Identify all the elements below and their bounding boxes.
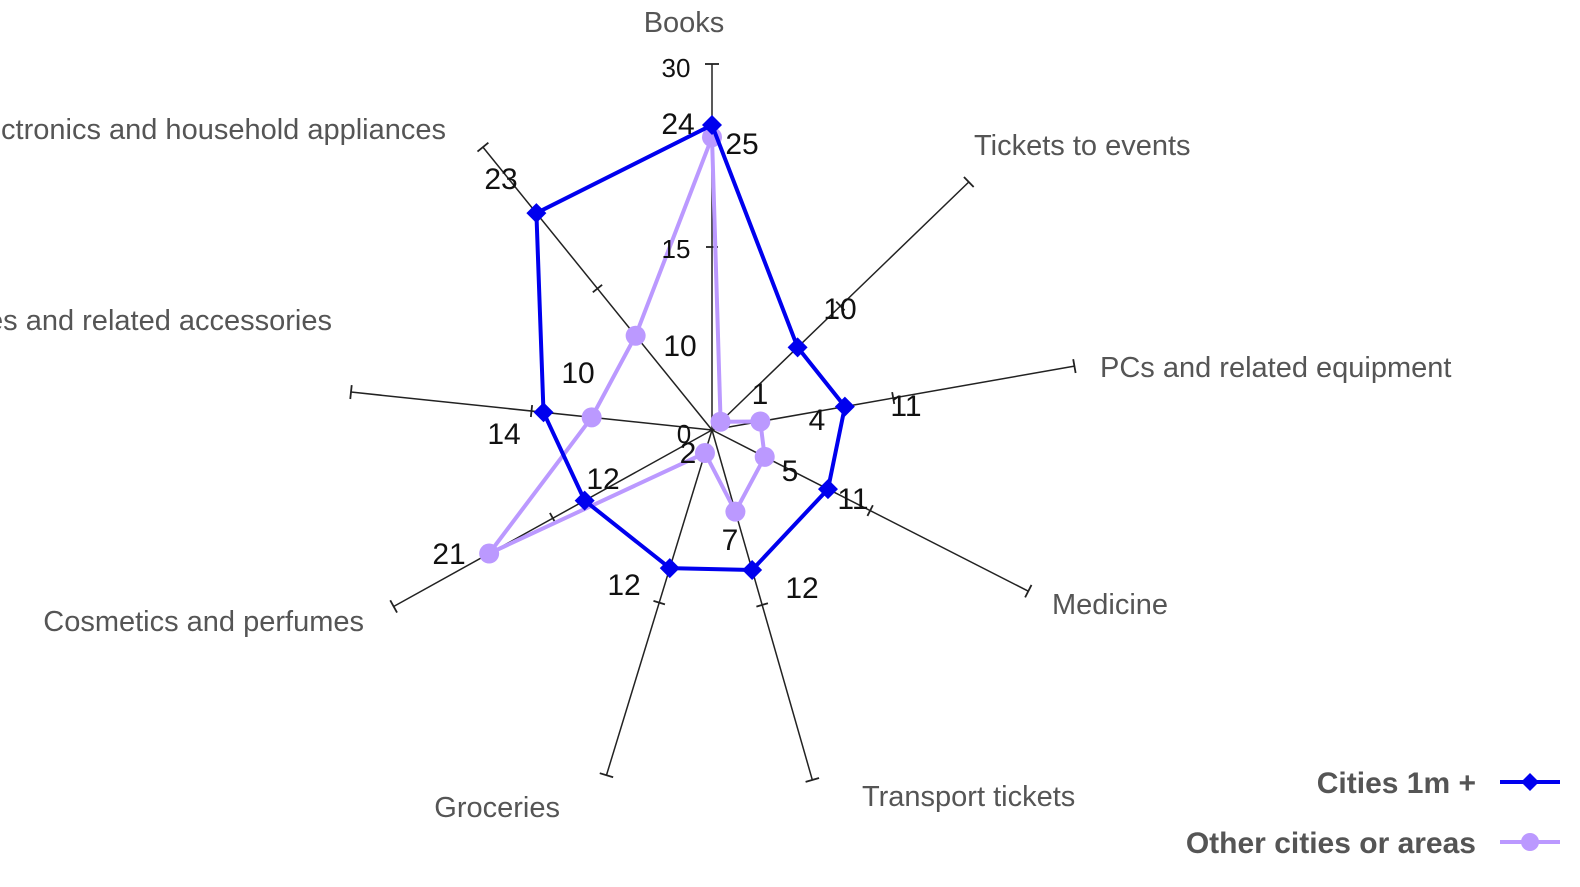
category-label-medicine: Medicine xyxy=(1052,589,1168,621)
data-label: 23 xyxy=(484,163,517,196)
axis-tick xyxy=(592,284,603,294)
data-label: 14 xyxy=(487,418,520,451)
data-label: 5 xyxy=(782,455,799,488)
axes xyxy=(349,63,1077,783)
data-label: 10 xyxy=(823,293,856,326)
axis-tick xyxy=(653,599,666,606)
axis-tick xyxy=(805,777,820,783)
axis-tick xyxy=(1024,584,1033,598)
data-point xyxy=(834,396,855,417)
category-label-tickets-to-events: Tickets to events xyxy=(974,130,1191,162)
data-point xyxy=(750,411,771,432)
data-label: 11 xyxy=(837,483,868,516)
data-label: 2 xyxy=(680,437,697,470)
data-point xyxy=(526,203,547,224)
series xyxy=(479,115,855,580)
data-point xyxy=(787,337,808,358)
axis-tick xyxy=(891,391,896,405)
category-label-books: Books xyxy=(644,7,725,39)
labels: Books Tickets to events PCs and related eq… xyxy=(0,7,1451,824)
data-label: 10 xyxy=(663,330,696,363)
axis-tick xyxy=(963,176,975,188)
data-point xyxy=(742,559,763,580)
legend-label-cities-1m: Cities 1m + xyxy=(1317,767,1476,800)
tick-label: 15 xyxy=(662,234,691,264)
data-label: 21 xyxy=(432,538,465,571)
category-label-cosmetics-and-perfumes: Cosmetics and perfumes xyxy=(43,606,364,638)
data-point xyxy=(625,325,646,346)
series-line-cities-1m xyxy=(534,123,847,572)
axis-tick xyxy=(835,301,846,311)
data-label: 12 xyxy=(785,572,818,605)
axis-tick xyxy=(349,385,353,400)
data-point xyxy=(581,407,602,428)
data-label: 12 xyxy=(586,463,619,496)
axis-tick xyxy=(389,599,398,614)
category-label-transport-tickets: Transport tickets xyxy=(862,781,1075,813)
data-point xyxy=(533,402,554,423)
category-label-pcs-and-related-equipment: PCs and related equipment xyxy=(1100,352,1451,384)
data-label: 7 xyxy=(722,524,739,557)
data-label: 4 xyxy=(809,404,826,437)
axis-tick xyxy=(476,142,489,153)
data-point xyxy=(725,501,746,522)
legend-marker xyxy=(1521,773,1539,791)
data-label: 10 xyxy=(561,357,594,390)
data-point xyxy=(659,558,680,579)
data-point xyxy=(694,443,715,464)
legend: Cities 1m + Other cities or areas xyxy=(1186,767,1560,860)
data-point xyxy=(702,115,722,135)
data-point xyxy=(817,479,838,500)
data-label: 25 xyxy=(725,128,758,161)
legend-marker xyxy=(1521,833,1539,851)
data-point xyxy=(754,446,775,467)
axis-tick xyxy=(756,602,769,608)
data-point xyxy=(574,490,595,511)
category-label-phones-and-related-accessories: Phones and related accessories xyxy=(0,305,332,337)
series-line-other-cities-or-areas xyxy=(487,135,767,556)
data-label: 24 xyxy=(661,108,694,141)
category-label-groceries: Groceries xyxy=(434,792,560,824)
axis-tick xyxy=(866,504,874,517)
data-label: 11 xyxy=(890,390,921,423)
tick-label: 30 xyxy=(662,53,691,83)
category-label-electronics-and-household-appliances: Electronics and household appliances xyxy=(0,114,446,146)
data-point xyxy=(710,411,731,432)
data-label: 1 xyxy=(752,378,769,411)
data-label: 12 xyxy=(607,569,640,602)
axis-tick xyxy=(1072,359,1077,374)
data-point xyxy=(479,543,500,564)
axis-tick xyxy=(599,772,614,779)
legend-label-other-cities-or-areas: Other cities or areas xyxy=(1186,827,1476,860)
tick-label: 0 xyxy=(677,419,691,449)
axis-tick xyxy=(529,404,534,418)
